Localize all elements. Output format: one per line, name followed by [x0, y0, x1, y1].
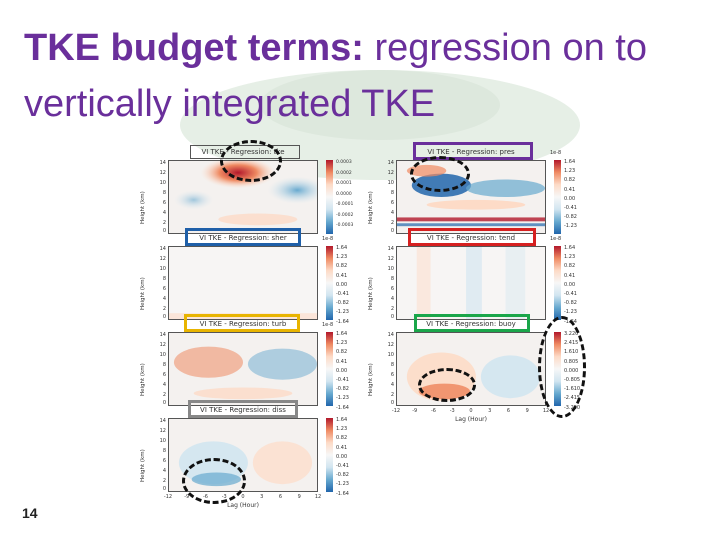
x-axis-label: Lag (Hour): [227, 502, 259, 509]
slide-title: TKE budget terms: regression on to verti…: [24, 27, 647, 125]
highlight-box-sher: [185, 228, 301, 246]
y-ticks: 14 12 10 8 6 4 2 0: [387, 246, 394, 320]
panel-diss: VI TKE - Regression: diss Height (km) 14…: [140, 400, 370, 509]
panel-title: VI TKE - Regression: tend: [426, 234, 516, 242]
panel-sher: VI TKE - Regression: sher Height (km) 14…: [140, 228, 370, 325]
annotation-oval-buoy-colorbar: [538, 316, 586, 418]
colorbar-ticks: 1.64 1.23 0.82 0.41 0.00 -0.41 -0.82 -1.23 -1.64: [564, 245, 577, 325]
y-axis-label: Height (km): [140, 191, 146, 224]
panel-title: VI TKE - Regression: buoy: [426, 320, 516, 328]
highlight-box-diss: [188, 400, 298, 418]
y-ticks: 14 12 10 8 6 4 2 0: [159, 418, 166, 492]
panel-turb: VI TKE - Regression: turb Height (km) 14…: [140, 314, 370, 411]
colorbar: [554, 246, 561, 320]
y-axis-label: Height (km): [140, 363, 146, 396]
highlight-box-tend: [408, 228, 536, 246]
background-logo: [180, 70, 580, 180]
colorbar-ticks: 1.64 1.23 0.82 0.41 0.00 -0.41 -0.82 -1.23 -1.64: [336, 417, 349, 497]
y-ticks: 14 12 10 8 6 4 2 0: [159, 246, 166, 320]
panel-title: VI TKE - Regression: diss: [200, 406, 286, 414]
colorbar: [326, 246, 333, 320]
y-axis-label: Height (km): [140, 449, 146, 482]
y-ticks: 14 12 10 8 6 4 2 0: [387, 160, 394, 234]
field-plot: [168, 332, 318, 406]
field-plot: [396, 332, 546, 406]
colorbar-exponent: 1e-8: [322, 236, 334, 242]
colorbar-exponent: 1e-8: [322, 322, 334, 328]
colorbar-ticks: 1.64 1.23 0.82 0.41 0.00 -0.41 -0.82 -1.23 -1.64: [336, 331, 349, 411]
colorbar-exponent: 1e-8: [550, 236, 562, 242]
colorbar-ticks: 1.64 1.23 0.82 0.41 0.00 -0.41 -0.82 -1.23 -1.64: [336, 245, 349, 325]
highlight-box-pres: [413, 142, 533, 160]
annotation-oval-buoy: [418, 368, 476, 402]
colorbar-exponent: 1e-8: [550, 150, 562, 156]
y-axis-label: Height (km): [140, 277, 146, 310]
panel-title: VI TKE - Regression: turb: [199, 320, 287, 328]
colorbar: [326, 332, 333, 406]
y-ticks: 14 12 10 8 6 4 2 0: [159, 332, 166, 406]
colorbar-ticks: 1.64 1.23 0.82 0.41 0.00 -0.41 -0.82 -1.23: [564, 159, 577, 230]
colorbar: [326, 160, 333, 234]
annotation-oval-pres: [410, 156, 470, 192]
annotation-oval-tke: [220, 140, 282, 182]
colorbar: [554, 160, 561, 234]
colorbar: [326, 418, 333, 492]
y-axis-label: Height (km): [368, 277, 374, 310]
panel-title: VI TKE - Regression: pres: [427, 148, 515, 156]
panel-title: VI TKE - Regression: sher: [199, 234, 287, 242]
y-axis-label: Height (km): [368, 363, 374, 396]
y-axis-label: Height (km): [368, 191, 374, 224]
highlight-box-buoy: [414, 314, 530, 332]
field-plot: [396, 246, 546, 320]
panel-tend: VI TKE - Regression: tend Height (km) 14…: [368, 228, 598, 325]
colorbar-ticks: 0.0003 0.0002 0.0001 0.0000 -0.0001 -0.0002 -0…: [336, 160, 354, 228]
x-ticks: -12 -9 -6 -3 0 3 6 9 12: [391, 408, 550, 414]
highlight-box-turb: [184, 314, 300, 332]
y-ticks: 14 12 10 8 6 4 2 0: [387, 332, 394, 406]
y-ticks: 14 12 10 8 6 4 2 0: [159, 160, 166, 234]
slide-number: 14: [22, 505, 38, 521]
panel-pres: VI TKE - Regression: pres Height (km) 14…: [368, 142, 598, 234]
x-axis-label: Lag (Hour): [455, 416, 487, 423]
field-plot: [168, 246, 318, 320]
annotation-oval-diss: [182, 458, 246, 504]
